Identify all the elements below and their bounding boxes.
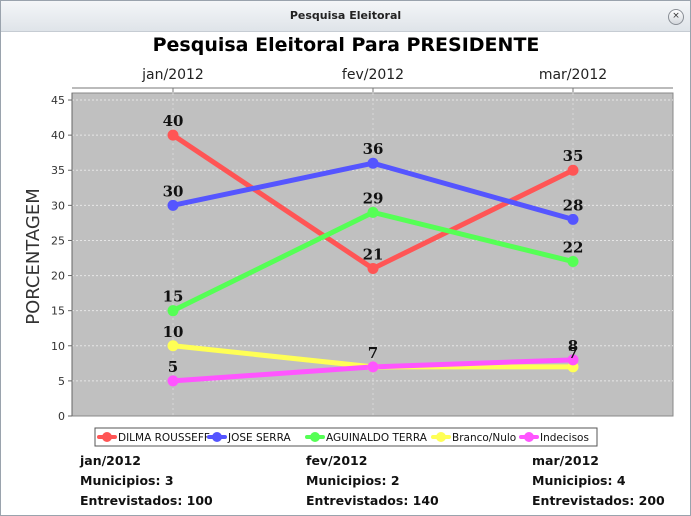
legend-marker bbox=[524, 432, 534, 442]
summary-municipios: Municipios: 3 bbox=[80, 473, 174, 488]
data-label: 21 bbox=[363, 246, 384, 264]
summary-entrevistados: Entrevistados: 200 bbox=[532, 493, 665, 508]
data-point bbox=[167, 340, 179, 352]
y-tick-label: 10 bbox=[51, 340, 65, 353]
legend-label: Indecisos bbox=[540, 432, 589, 444]
data-point bbox=[567, 213, 579, 225]
legend-marker bbox=[212, 432, 222, 442]
y-tick-label: 45 bbox=[51, 94, 65, 107]
y-tick-label: 15 bbox=[51, 305, 65, 318]
legend-label: JOSE SERRA bbox=[227, 432, 291, 444]
x-tick-label: mar/2012 bbox=[539, 67, 607, 83]
legend-label: DILMA ROUSSEFF bbox=[118, 432, 210, 444]
data-point bbox=[367, 263, 379, 275]
data-label: 28 bbox=[563, 196, 584, 214]
y-axis-label: PORCENTAGEM bbox=[23, 188, 44, 325]
summary-entrevistados: Entrevistados: 100 bbox=[80, 493, 213, 508]
summary-month: mar/2012 bbox=[532, 453, 599, 468]
y-tick-label: 40 bbox=[51, 129, 65, 142]
data-label: 36 bbox=[363, 140, 384, 158]
data-label: 5 bbox=[168, 358, 178, 376]
legend-label: Branco/Nulo bbox=[452, 432, 516, 444]
data-label: 22 bbox=[563, 239, 584, 257]
x-tick-label: jan/2012 bbox=[141, 67, 204, 83]
legend-marker bbox=[102, 432, 112, 442]
summary-col-fev: fev/2012 Municipios: 2 Entrevistados: 14… bbox=[306, 451, 439, 511]
x-tick-label: fev/2012 bbox=[342, 67, 404, 83]
data-point bbox=[167, 129, 179, 141]
data-point bbox=[567, 256, 579, 268]
summary-municipios: Municipios: 2 bbox=[306, 473, 400, 488]
data-label: 10 bbox=[163, 323, 184, 341]
summary-month: fev/2012 bbox=[306, 453, 368, 468]
data-point bbox=[367, 157, 379, 169]
legend-marker bbox=[310, 432, 320, 442]
summary-entrevistados: Entrevistados: 140 bbox=[306, 493, 439, 508]
data-point bbox=[567, 354, 579, 366]
chart-title: Pesquisa Eleitoral Para PRESIDENTE bbox=[153, 34, 540, 56]
data-point bbox=[167, 375, 179, 387]
data-point bbox=[167, 199, 179, 211]
data-label: 7 bbox=[568, 344, 578, 362]
summary-municipios: Municipios: 4 bbox=[532, 473, 626, 488]
data-label: 7 bbox=[368, 344, 378, 362]
data-label: 15 bbox=[163, 288, 184, 306]
data-point bbox=[367, 361, 379, 373]
data-point bbox=[367, 206, 379, 218]
legend-marker bbox=[436, 432, 446, 442]
y-tick-label: 20 bbox=[51, 270, 65, 283]
data-point bbox=[167, 305, 179, 317]
summary-col-mar: mar/2012 Municipios: 4 Entrevistados: 20… bbox=[532, 451, 665, 511]
data-point bbox=[567, 164, 579, 176]
y-tick-label: 30 bbox=[51, 199, 65, 212]
y-tick-label: 25 bbox=[51, 234, 65, 247]
data-label: 8 bbox=[568, 337, 578, 355]
data-label: 40 bbox=[163, 112, 184, 130]
data-label: 35 bbox=[563, 147, 584, 165]
title-bar: Pesquisa Eleitoral × bbox=[1, 1, 690, 32]
summary-month: jan/2012 bbox=[80, 453, 141, 468]
legend-label: AGUINALDO TERRA bbox=[326, 432, 428, 444]
data-label: 30 bbox=[163, 182, 184, 200]
y-tick-label: 5 bbox=[58, 375, 65, 388]
window-title: Pesquisa Eleitoral bbox=[289, 9, 402, 22]
y-tick-label: 0 bbox=[58, 410, 65, 423]
legend-box bbox=[94, 427, 598, 447]
data-label: 29 bbox=[363, 189, 384, 207]
close-icon[interactable]: × bbox=[668, 9, 684, 25]
y-tick-label: 35 bbox=[51, 164, 65, 177]
summary-col-jan: jan/2012 Municipios: 3 Entrevistados: 10… bbox=[80, 451, 213, 511]
